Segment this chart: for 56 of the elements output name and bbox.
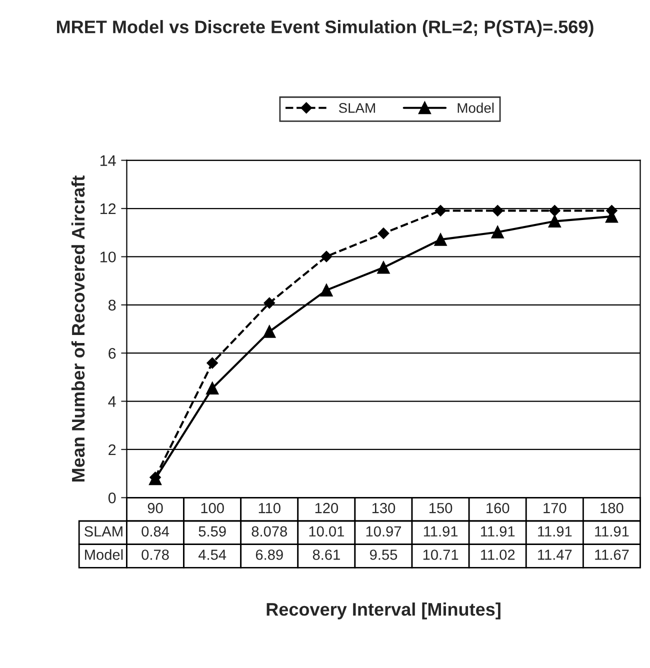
- data-label: 0.78: [142, 550, 169, 560]
- data-label: 11.47: [538, 550, 572, 560]
- y-tick-label: 10: [100, 252, 116, 262]
- x-axis-title: Recovery Interval [Minutes]: [266, 602, 500, 620]
- x-tick-label: 150: [430, 502, 452, 514]
- y-tick-label: 14: [100, 155, 116, 166]
- y-tick-label: 12: [100, 203, 116, 214]
- point: [549, 205, 560, 216]
- x-tick-label: 100: [201, 502, 224, 514]
- data-label: 0.84: [142, 526, 170, 537]
- data-label: 11.91: [538, 526, 572, 537]
- point: [378, 228, 390, 239]
- data-label: 9.55: [370, 550, 398, 560]
- data-label: 11.91: [595, 526, 629, 537]
- y-axis-title: Mean Number of Recovered Aircraft: [71, 176, 85, 482]
- point: [264, 297, 275, 309]
- data-label: 11.67: [595, 550, 629, 560]
- y-tick-label: 6: [108, 348, 116, 359]
- legend-label: SLAM: [338, 103, 375, 113]
- x-tick-label: 160: [486, 502, 510, 514]
- data-label: 5.59: [198, 526, 226, 537]
- point: [263, 325, 276, 338]
- y-tick-label: 8: [108, 300, 116, 311]
- y-tick-label: 0: [108, 492, 116, 504]
- data-label: 10.01: [309, 526, 344, 537]
- x-tick-label: 110: [258, 502, 280, 514]
- data-label: 8.61: [312, 550, 340, 560]
- point: [491, 226, 504, 238]
- point: [377, 261, 390, 274]
- point: [206, 357, 218, 369]
- data-label: 11.91: [481, 526, 515, 537]
- point: [434, 205, 446, 216]
- point: [320, 284, 333, 296]
- x-tick-label: 120: [315, 502, 338, 514]
- data-label: 4.54: [198, 550, 226, 560]
- data-label: 10.71: [423, 550, 458, 560]
- point: [434, 233, 447, 246]
- text: SLAM: [84, 526, 122, 537]
- data-label: 6.89: [256, 550, 283, 560]
- x-tick-label: 130: [372, 502, 396, 514]
- x-tick-label: 180: [600, 502, 624, 514]
- data-label: 11.91: [424, 526, 458, 537]
- data-label: 10.97: [366, 526, 402, 537]
- point: [492, 205, 504, 216]
- chart-title: MRET Model vs Discrete Event Simulation (RL=2; P(STA)=.569): [56, 20, 594, 37]
- data-label: 11.02: [481, 550, 515, 560]
- legend-label: Model: [458, 102, 494, 113]
- y-tick-label: 4: [108, 396, 116, 407]
- text: Model: [85, 549, 123, 560]
- y-tick-label: 2: [108, 444, 116, 456]
- data-label: 8.078: [252, 526, 288, 537]
- point: [548, 215, 561, 228]
- point: [206, 382, 219, 395]
- x-tick-label: 170: [544, 502, 566, 514]
- point: [320, 250, 332, 262]
- x-tick-label: 90: [148, 502, 163, 514]
